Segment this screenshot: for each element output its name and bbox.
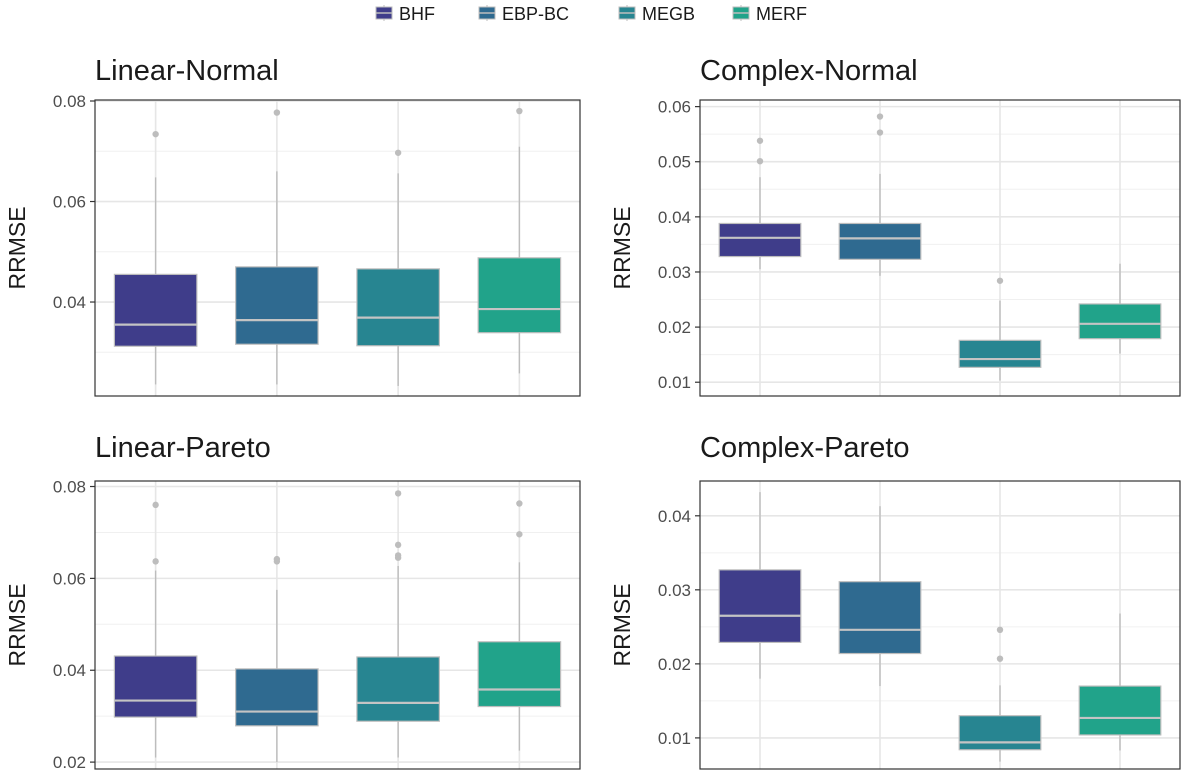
box-ebp-bc (838, 222, 922, 260)
y-tick-label: 0.08 (53, 92, 86, 111)
y-tick-label: 0.02 (658, 655, 691, 674)
y-axis-label: RRMSE (4, 206, 30, 289)
outlier-point-merf (516, 500, 523, 507)
y-tick-label: 0.04 (53, 293, 86, 312)
y-tick-label: 0.06 (53, 569, 86, 588)
outlier-point-megb (996, 277, 1004, 284)
outlier-point-bhf (152, 558, 159, 565)
box-megb (356, 268, 440, 347)
outlier-point-bhf (152, 130, 159, 138)
outlier-point-megb (394, 490, 402, 497)
panel-background-linear-normal (95, 100, 580, 396)
legend-label-bhf: BHF (399, 4, 435, 24)
box-bhf (718, 569, 802, 643)
panel-border-linear-pareto (94, 480, 581, 770)
y-tick-label: 0.04 (658, 208, 691, 227)
box-bhf (113, 273, 198, 347)
outlier-point-ebp-bc (273, 555, 281, 563)
y-tick-label: 0.03 (658, 581, 691, 600)
outlier-point-megb (394, 541, 402, 549)
outlier-point-bhf (756, 157, 764, 165)
panel-border-complex-normal (699, 99, 1181, 397)
outlier-point-ebp-bc (273, 109, 281, 116)
legend-label-megb: MEGB (642, 4, 695, 24)
box-bhf (113, 655, 198, 718)
outlier-point-ebp-bc (876, 113, 884, 120)
box-ebp-bc (235, 266, 319, 345)
box-megb (958, 339, 1042, 368)
y-tick-label: 0.02 (53, 753, 86, 772)
box-ebp-bc (235, 668, 319, 727)
panel-border-complex-pareto (699, 480, 1181, 770)
box-megb (356, 656, 440, 722)
box-bhf (718, 222, 802, 258)
y-tick-label: 0.06 (53, 193, 86, 212)
panel-border-linear-normal (94, 99, 581, 397)
panel-title-complex-normal: Complex-Normal (700, 55, 918, 87)
panel-title-linear-pareto: Linear-Pareto (95, 432, 271, 464)
panel-title-complex-pareto: Complex-Pareto (700, 432, 910, 464)
box-merf (1078, 303, 1162, 340)
legend-label-ebp-bc: EBP-BC (502, 4, 569, 24)
panel-background-linear-pareto (95, 481, 580, 769)
y-tick-label: 0.02 (658, 318, 691, 337)
box-megb (958, 715, 1042, 751)
y-tick-label: 0.05 (658, 153, 691, 172)
outlier-point-bhf (152, 501, 159, 509)
y-tick-label: 0.04 (658, 507, 691, 526)
outlier-point-megb (394, 149, 402, 156)
box-merf (477, 641, 562, 708)
y-tick-label: 0.08 (53, 478, 86, 497)
box-merf (1078, 685, 1162, 736)
outlier-point-megb (394, 552, 402, 559)
box-ebp-bc (838, 581, 922, 655)
y-axis-label: RRMSE (609, 206, 635, 289)
outlier-point-bhf (756, 137, 764, 144)
y-tick-label: 0.03 (658, 263, 691, 282)
outlier-point-megb (996, 626, 1004, 634)
y-tick-label: 0.06 (658, 98, 691, 117)
y-tick-label: 0.01 (658, 373, 691, 392)
y-axis-label: RRMSE (4, 583, 30, 666)
y-tick-label: 0.01 (658, 729, 691, 748)
outlier-point-merf (516, 107, 523, 115)
outlier-point-megb (996, 655, 1004, 662)
y-tick-label: 0.04 (53, 661, 86, 680)
outlier-point-merf (516, 531, 523, 538)
outlier-point-ebp-bc (876, 129, 884, 136)
y-axis-label: RRMSE (609, 583, 635, 666)
legend-label-merf: MERF (756, 4, 807, 24)
panel-title-linear-normal: Linear-Normal (95, 55, 279, 87)
box-merf (477, 257, 562, 334)
